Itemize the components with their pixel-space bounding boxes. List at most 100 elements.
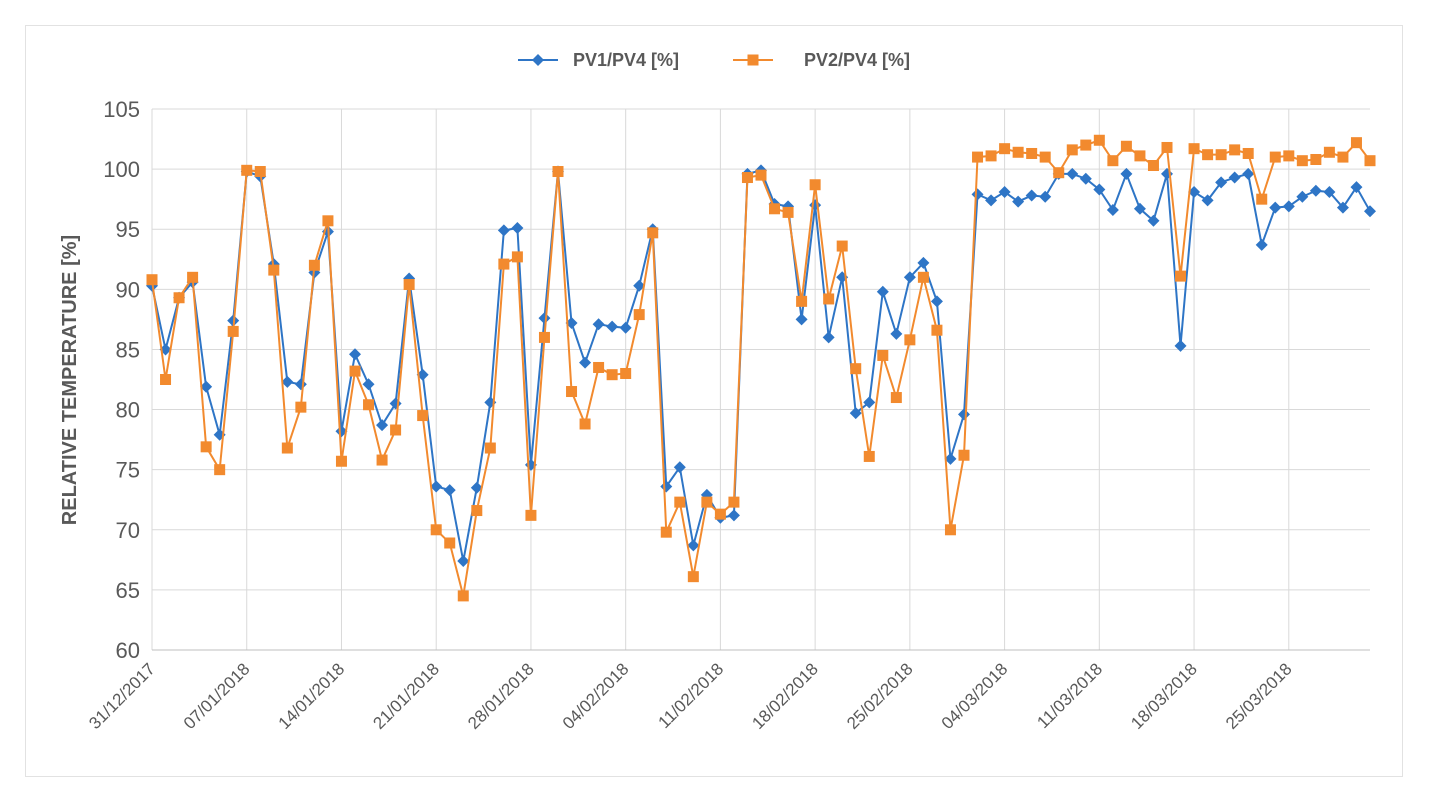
data-point [403, 279, 415, 291]
data-point [1066, 167, 1079, 180]
data-point [579, 356, 592, 369]
data-point [796, 295, 808, 307]
y-tick-label: 95 [116, 217, 140, 242]
data-point [430, 480, 443, 493]
series-layer [146, 134, 1376, 602]
data-point [160, 374, 172, 385]
data-point [1106, 203, 1119, 216]
data-point [660, 480, 673, 493]
series-line [151, 139, 1371, 597]
data-point [606, 369, 618, 381]
data-point [1296, 190, 1309, 203]
x-tick-label: 18/02/2018 [748, 659, 822, 733]
data-point [1283, 150, 1295, 162]
legend-label: PV1/PV4 [%] [573, 50, 679, 70]
data-point [863, 450, 875, 462]
data-point [1336, 201, 1349, 214]
data-point [972, 151, 984, 163]
data-point [1269, 151, 1281, 163]
data-point [1188, 143, 1200, 155]
data-point [999, 143, 1011, 155]
data-point [1255, 238, 1268, 251]
data-point [660, 526, 672, 538]
data-point [457, 590, 469, 602]
data-point [281, 442, 293, 454]
data-point [1107, 155, 1119, 167]
data-point [294, 378, 307, 391]
data-point [1039, 151, 1051, 163]
data-point [1215, 176, 1228, 189]
data-point [484, 442, 496, 454]
data-point [430, 524, 442, 536]
data-point [1161, 141, 1173, 153]
x-tick-label: 31/12/2017 [85, 659, 159, 733]
data-point [890, 327, 903, 340]
data-point [1364, 155, 1376, 167]
data-point [376, 454, 388, 466]
data-point [1188, 185, 1201, 198]
data-point [200, 380, 213, 393]
data-point [809, 179, 821, 191]
data-point [606, 320, 619, 333]
data-point [511, 251, 523, 263]
data-point [1228, 171, 1241, 184]
data-point [809, 199, 822, 212]
data-point [241, 164, 253, 176]
data-point [619, 321, 632, 334]
data-point [1039, 190, 1052, 203]
data-point [254, 166, 266, 178]
data-point [782, 206, 794, 218]
data-point [1025, 189, 1038, 202]
data-point [363, 399, 375, 411]
data-point [1350, 181, 1363, 194]
data-point [579, 418, 591, 430]
data-point [1133, 202, 1146, 215]
data-point [741, 172, 753, 184]
data-point [674, 496, 686, 508]
y-tick-label: 80 [116, 398, 140, 423]
x-tick-label: 04/02/2018 [559, 659, 633, 733]
data-point [647, 227, 659, 239]
data-point [985, 194, 998, 207]
x-tick-label: 07/01/2018 [180, 659, 254, 733]
data-point [1066, 144, 1078, 156]
data-point [1282, 200, 1295, 213]
x-tick-label: 25/03/2018 [1222, 659, 1296, 733]
data-point [958, 408, 970, 421]
data-point [1093, 134, 1105, 146]
data-point [470, 481, 483, 494]
data-point [1323, 146, 1335, 158]
data-point [931, 324, 943, 336]
data-point [497, 224, 510, 237]
data-point [1229, 144, 1241, 156]
data-point [1364, 205, 1376, 218]
data-point [308, 259, 320, 271]
data-point [444, 537, 456, 549]
gridlines [151, 108, 1370, 651]
x-tick-label: 04/03/2018 [938, 659, 1012, 733]
data-point [1323, 185, 1336, 198]
data-point [917, 271, 929, 283]
x-tick-label: 11/02/2018 [655, 659, 728, 732]
x-tick-label: 18/03/2018 [1127, 659, 1201, 733]
data-point [593, 361, 605, 373]
data-point [701, 496, 713, 508]
data-point [985, 150, 997, 162]
data-point [1296, 155, 1308, 167]
data-point [1120, 167, 1133, 180]
data-point [849, 407, 862, 420]
data-point [633, 279, 646, 292]
x-tick-label: 14/01/2018 [275, 659, 349, 733]
data-point [1309, 184, 1322, 197]
data-point [322, 215, 334, 227]
data-point [1093, 183, 1106, 196]
y-tick-label: 85 [116, 337, 140, 362]
data-point [1256, 193, 1268, 205]
data-point [1174, 339, 1187, 352]
data-point [1201, 194, 1214, 207]
data-point [633, 309, 645, 321]
legend-item-2: PV2/PV4 [%] [733, 50, 910, 70]
data-point [1202, 149, 1214, 161]
y-tick-label: 75 [116, 458, 140, 483]
